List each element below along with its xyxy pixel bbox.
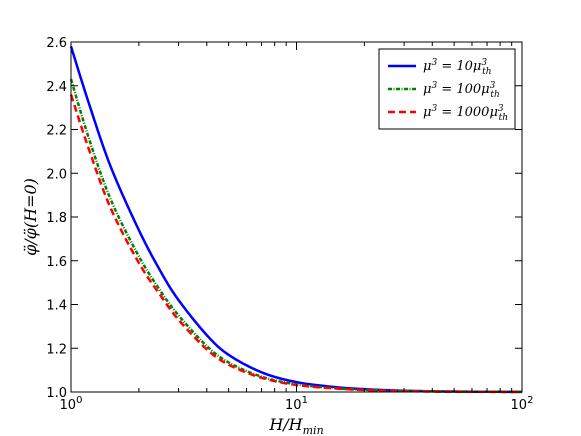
series-line-2 bbox=[69, 78, 523, 394]
y-tick-label: 1.2 bbox=[46, 342, 67, 357]
y-axis-label: φ̈/φ̈(H=0) bbox=[21, 178, 40, 256]
x-tick-label: 102 bbox=[511, 395, 534, 413]
legend-label-1: μ3 = 10μ3 th bbox=[423, 58, 492, 77]
y-tick-label: 2.4 bbox=[46, 80, 67, 95]
x-tick-label: 101 bbox=[285, 395, 308, 413]
x-tick-label: 100 bbox=[60, 395, 83, 413]
y-tick-label: 1.6 bbox=[46, 255, 67, 270]
legend-label-3: μ3 = 1000μ3 th bbox=[423, 104, 508, 123]
y-tick-label: 2.6 bbox=[46, 36, 67, 51]
series-line-1 bbox=[69, 46, 523, 394]
ticks-layer bbox=[70, 41, 523, 393]
x-axis-label: H/Hmin bbox=[268, 415, 323, 436]
series-layer bbox=[69, 46, 523, 394]
y-tick-label: 1.8 bbox=[46, 211, 67, 226]
y-tick-label: 1.0 bbox=[46, 386, 67, 401]
y-tick-label: 2.2 bbox=[46, 124, 67, 139]
legend: μ3 = 10μ3 th μ3 = 100μ3 th μ3 = 1000μ3 th bbox=[378, 48, 516, 130]
legend-label-2: μ3 = 100μ3 th bbox=[423, 81, 500, 100]
y-tick-label: 1.4 bbox=[46, 299, 67, 314]
series-line-3 bbox=[69, 94, 523, 394]
y-tick-label: 2.0 bbox=[46, 167, 67, 182]
labels-layer: 1.0 1.2 1.4 1.6 1.8 2.0 2.2 2.4 2.6 100 101 102 bbox=[46, 36, 533, 413]
